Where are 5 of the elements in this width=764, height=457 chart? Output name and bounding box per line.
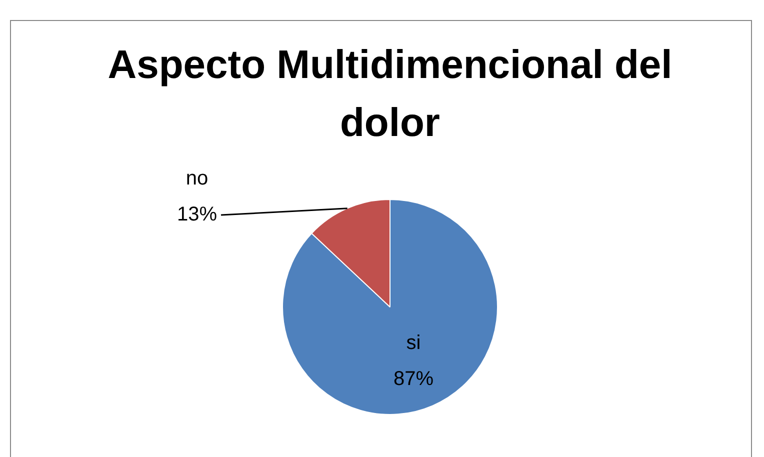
slice-label: no [186,168,208,190]
data-label: 87% [393,368,434,390]
slice-label: si [406,332,421,354]
chart-title: Aspecto Multidimencional del dolor [106,42,674,147]
data-label: 13% [176,204,218,226]
